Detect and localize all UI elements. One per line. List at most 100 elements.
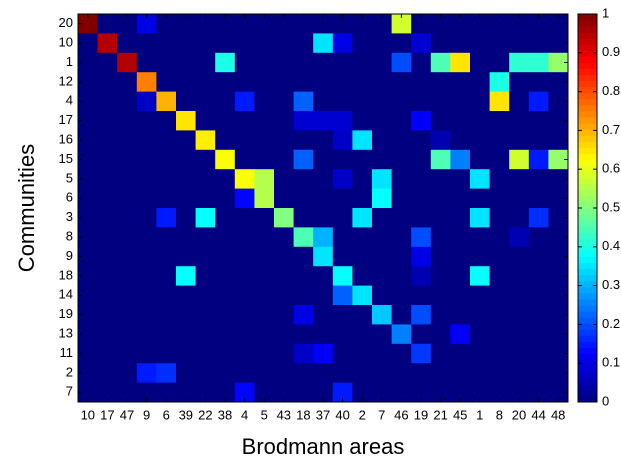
cell [470,169,491,190]
cell [430,246,451,267]
cell [78,14,99,34]
colorbar-step [578,268,597,276]
cell [450,382,471,403]
cell [528,305,549,325]
x-tick-label: 1 [476,407,483,422]
cell [234,111,255,131]
cell [293,14,314,34]
cell [332,363,353,384]
cell [156,324,177,345]
cell [450,14,471,34]
colorbar-tick-label: 0.9 [602,44,620,59]
colorbar-step [578,317,597,324]
cell [117,285,138,306]
cell [254,266,275,287]
cell [450,111,471,131]
cell [136,52,157,73]
colorbar-step [578,135,597,142]
cell [411,33,432,54]
cell [450,324,471,345]
cell [509,130,530,151]
colorbar-step [578,262,597,270]
cell [489,149,510,170]
cell [430,208,451,228]
cell [372,111,393,131]
x-tick-label: 18 [296,407,310,422]
cell [509,266,530,287]
cell [215,382,236,403]
cell [136,130,157,151]
cell [470,52,491,73]
cell [391,52,412,73]
y-tick-label: 4 [66,93,73,108]
x-tick-label: 8 [496,407,503,422]
cell [450,169,471,190]
cell [509,14,530,34]
cell [254,149,275,170]
colorbar-step [578,147,597,154]
cell [97,91,118,112]
colorbar-step [578,14,597,21]
cell [254,169,275,190]
colorbar-step [578,201,597,209]
cell [528,363,549,384]
cell [254,111,275,131]
cell [528,227,549,248]
cell [195,72,216,93]
cell [352,169,373,190]
cell [117,33,138,54]
cell [411,324,432,345]
y-tick-label: 12 [59,73,73,88]
cell [548,188,569,209]
cell [489,188,510,209]
cell [411,305,432,325]
cell [117,382,138,403]
cell [234,363,255,384]
cell [117,188,138,209]
cell [489,324,510,345]
cell [548,208,569,228]
x-tick-label: 4 [241,407,248,422]
colorbar-step [578,111,597,118]
cell [274,227,295,248]
cell [548,285,569,306]
cell [332,91,353,112]
cell [470,363,491,384]
cell [528,91,549,112]
cell [450,227,471,248]
cell [215,324,236,345]
cell [489,14,510,34]
cell [489,246,510,267]
cell [274,208,295,228]
cell [97,227,118,248]
cell [372,246,393,267]
colorbar-tick-label: 0.6 [602,161,620,176]
cell [450,91,471,112]
cell [509,305,530,325]
cell [391,266,412,287]
cell [195,33,216,54]
cell [195,382,216,403]
y-tick-label: 19 [59,306,73,321]
cell [352,266,373,287]
cell [470,266,491,287]
colorbar-step [578,214,597,221]
cell [313,285,334,306]
cell [489,72,510,93]
cell [254,363,275,384]
cell [509,33,530,54]
cell [78,343,99,364]
cell [293,363,314,384]
cell [509,149,530,170]
cell [372,382,393,403]
cell [548,305,569,325]
y-tick-label: 1 [66,54,73,69]
cell [274,111,295,131]
cell [254,208,275,228]
cell [117,149,138,170]
x-tick-label: 46 [394,407,408,422]
colorbar-tick-label: 0.1 [602,355,620,370]
colorbar-step [578,365,597,373]
cell [489,91,510,112]
cell [117,363,138,384]
